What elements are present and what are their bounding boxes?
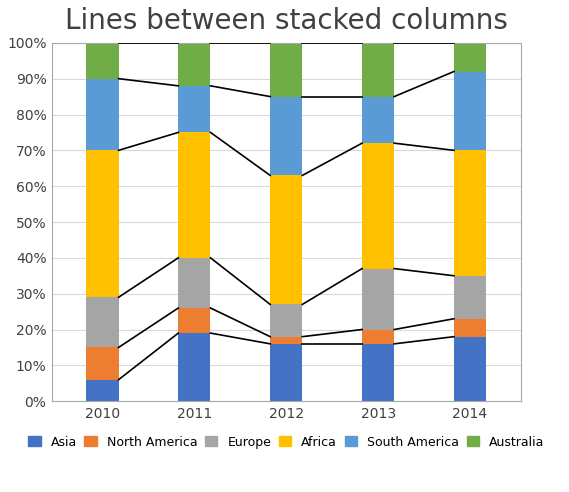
Bar xyxy=(178,43,211,86)
Bar xyxy=(270,43,302,96)
Bar xyxy=(270,176,302,305)
Bar xyxy=(86,347,118,380)
Bar xyxy=(362,330,394,344)
Legend: Asia, North America, Europe, Africa, South America, Australia: Asia, North America, Europe, Africa, Sou… xyxy=(24,432,549,452)
Bar xyxy=(362,344,394,401)
Bar xyxy=(86,380,118,401)
Bar xyxy=(178,333,211,401)
Bar xyxy=(86,297,118,347)
Bar xyxy=(86,151,118,297)
Bar xyxy=(178,258,211,308)
Title: Lines between stacked columns: Lines between stacked columns xyxy=(65,7,508,35)
Bar xyxy=(362,96,394,143)
Bar xyxy=(270,96,302,176)
Bar xyxy=(270,344,302,401)
Bar xyxy=(454,71,486,151)
Bar xyxy=(270,305,302,337)
Bar xyxy=(86,43,118,79)
Bar xyxy=(454,43,486,71)
Bar xyxy=(362,43,394,96)
Bar xyxy=(178,308,211,333)
Bar xyxy=(454,276,486,319)
Bar xyxy=(454,151,486,276)
Bar xyxy=(454,337,486,401)
Bar xyxy=(454,319,486,337)
Bar xyxy=(178,86,211,132)
Bar xyxy=(178,132,211,258)
Bar xyxy=(362,269,394,330)
Bar xyxy=(270,337,302,344)
Bar xyxy=(86,79,118,151)
Bar xyxy=(362,143,394,269)
